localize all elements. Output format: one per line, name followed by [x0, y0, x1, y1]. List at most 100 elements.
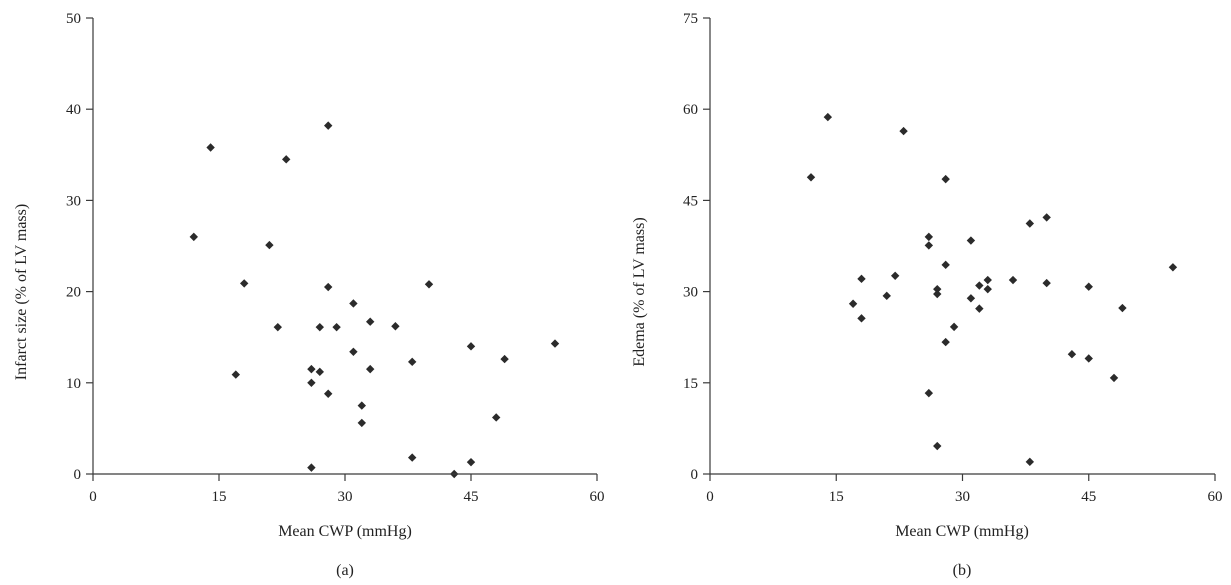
- panel-a-data-point: [324, 389, 333, 398]
- panel-b-data-point: [966, 236, 976, 245]
- panel-a-data-point: [332, 322, 341, 332]
- panel-b-data-point: [1084, 354, 1093, 363]
- panel-b-data-point: [1118, 303, 1127, 313]
- panel-a-ticks: 0 10 20 30 40 50 0 15 30 45 60: [66, 11, 605, 505]
- panel-a-y-tick-label: 10: [66, 376, 81, 392]
- panel-a-x-tick-label: 15: [212, 489, 227, 505]
- panel-b-data-point: [933, 289, 942, 299]
- panel-a-data-point: [231, 370, 240, 379]
- panel-a-data-point: [265, 240, 274, 250]
- panel-b-data-point: [933, 441, 942, 451]
- panel-b-y-tick-label: 15: [683, 376, 698, 392]
- panel-a-marks: [189, 121, 560, 479]
- panel-a-data-point: [366, 364, 375, 374]
- panel-b-data-point: [1008, 275, 1018, 285]
- panel-a-data-point: [466, 342, 476, 351]
- panel-b-x-tick-label: 60: [1208, 489, 1223, 505]
- panel-a: 0 10 20 30 40 50 0 15 30 45 60 Mean CWP (mmHg) Inf…: [13, 11, 605, 579]
- panel-b-ticks: 0 15 30 45 60 75 0 15 30 45 60: [683, 11, 1223, 505]
- panel-b-data-point: [1025, 457, 1035, 467]
- panel-b-data-point: [823, 112, 833, 122]
- panel-b-data-point: [949, 322, 959, 332]
- panel-a-data-point: [349, 347, 358, 356]
- panel-a-y-tick-label: 30: [66, 193, 81, 209]
- panel-b-x-tick-label: 45: [1081, 489, 1096, 505]
- panel-b-data-point: [1042, 213, 1051, 222]
- panel-a-x-tick-label: 60: [590, 489, 605, 505]
- panel-b-data-point: [806, 173, 816, 182]
- panel-a-data-point: [282, 155, 291, 164]
- panel-a-y-tick-label: 20: [66, 285, 81, 301]
- panel-b-data-point: [941, 337, 950, 347]
- panel-b-data-point: [966, 294, 976, 303]
- panel-a-y-tick-label: 40: [66, 102, 81, 118]
- panel-a-data-point: [324, 282, 333, 292]
- panel-b-data-point: [857, 274, 866, 284]
- panel-b-y-tick-label: 0: [691, 467, 699, 483]
- panel-a-data-point: [408, 357, 417, 367]
- panel-a-data-point: [492, 413, 501, 422]
- panel-b-x-tick-label: 30: [955, 489, 970, 505]
- panel-b-data-point: [924, 241, 934, 250]
- panel-b-data-point: [882, 291, 891, 301]
- panel-a-data-point: [206, 143, 215, 152]
- panel-a-label: (a): [336, 562, 354, 579]
- panel-a-data-point: [366, 317, 375, 326]
- panel-b-data-point: [924, 232, 934, 242]
- panel-a-data-point: [307, 463, 316, 472]
- panel-b-data-point: [933, 284, 942, 294]
- panel-a-data-point: [349, 299, 358, 308]
- panel-b-data-point: [941, 260, 950, 270]
- panel-a-data-point: [550, 339, 560, 348]
- panel-b-marks: [806, 112, 1178, 467]
- panel-a-data-point: [307, 364, 316, 374]
- panel-a-data-point: [273, 322, 282, 332]
- panel-a-data-point: [189, 232, 198, 242]
- panel-a-data-point: [466, 457, 476, 467]
- panel-b-y-tick-label: 75: [683, 11, 698, 27]
- panel-a-x-tick-label: 30: [338, 489, 353, 505]
- panel-b-data-point: [857, 314, 866, 323]
- panel-b-data-point: [848, 299, 858, 308]
- panel-a-x-axis-title: Mean CWP (mmHg): [278, 523, 412, 540]
- panel-b-data-point: [1067, 350, 1077, 359]
- panel-a-data-point: [357, 418, 366, 428]
- panel-b-data-point: [941, 174, 950, 184]
- panel-b-data-point: [975, 304, 984, 313]
- panel-a-data-point: [408, 453, 417, 462]
- panel-a-x-tick-label: 45: [464, 489, 479, 505]
- panel-a-data-point: [357, 401, 366, 410]
- panel-a-data-point: [315, 367, 324, 377]
- panel-b-data-point: [924, 388, 934, 398]
- panel-a-data-point: [324, 121, 333, 130]
- panel-a-data-point: [500, 354, 509, 364]
- panel-b-y-tick-label: 30: [683, 285, 698, 301]
- panel-a-data-point: [307, 378, 316, 387]
- panel-b-data-point: [1109, 373, 1119, 383]
- panel-b-data-point: [983, 284, 992, 294]
- panel-b-data-point: [1168, 263, 1178, 272]
- panel-a-data-point: [391, 322, 400, 331]
- panel-a-data-point: [315, 322, 324, 332]
- panel-b-y-tick-label: 60: [683, 102, 698, 118]
- panel-a-data-point: [240, 279, 249, 288]
- panel-b-data-point: [1042, 278, 1051, 288]
- panel-a-y-tick-label: 50: [66, 11, 81, 27]
- panel-b-x-tick-label: 0: [706, 489, 714, 505]
- panel-b-data-point: [890, 271, 900, 280]
- panel-b: 0 15 30 45 60 75 0 15 30 45 60 Mean CWP (mmHg) Ede…: [631, 11, 1223, 579]
- panel-b-data-point: [1084, 282, 1093, 291]
- panel-a-x-tick-label: 0: [89, 489, 97, 505]
- panel-b-x-tick-label: 15: [829, 489, 844, 505]
- panel-b-data-point: [899, 126, 908, 136]
- panel-b-y-axis-title: Edema (% of LV mass): [631, 217, 648, 366]
- panel-b-y-tick-label: 45: [683, 193, 698, 209]
- panel-b-data-point: [983, 275, 992, 285]
- panel-a-y-axis-title: Infarct size (% of LV mass): [13, 204, 30, 380]
- panel-b-data-point: [975, 281, 984, 290]
- panel-b-label: (b): [953, 562, 972, 579]
- panel-b-x-axis-title: Mean CWP (mmHg): [895, 523, 1029, 540]
- panel-a-data-point: [424, 280, 434, 289]
- panel-a-y-tick-label: 0: [74, 467, 82, 483]
